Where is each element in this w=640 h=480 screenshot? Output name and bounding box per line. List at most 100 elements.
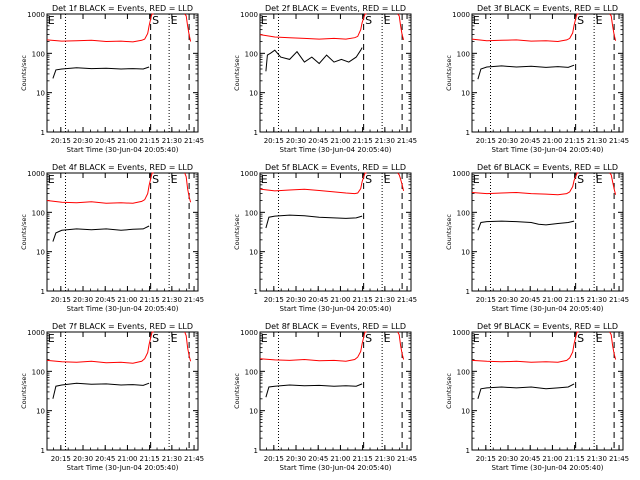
plot-frame xyxy=(471,172,624,292)
panel-title: Det 6f BLACK = Events, RED = LLD xyxy=(477,163,618,172)
end-marker-label: E xyxy=(473,14,480,27)
x-tick-label: 20:15 xyxy=(51,296,71,304)
x-tick-label: 21:30 xyxy=(162,296,182,304)
x-tick-label: 21:15 xyxy=(140,137,160,145)
x-tick-label: 20:15 xyxy=(264,296,284,304)
x-tick-label: 20:15 xyxy=(264,137,284,145)
x-tick-label: 21:00 xyxy=(330,455,350,463)
x-axis-label: Start Time (30-Jun-04 20:05:40) xyxy=(280,464,392,472)
lld-series-line xyxy=(471,331,579,363)
end-marker-label: E xyxy=(171,173,178,186)
x-tick-label: 21:00 xyxy=(542,296,562,304)
x-tick-label: 21:30 xyxy=(375,455,395,463)
y-axis-label: Counts/sec xyxy=(20,55,28,91)
y-axis-label: Counts/sec xyxy=(233,373,241,409)
y-axis-label: Counts/sec xyxy=(233,214,241,250)
plot-frame xyxy=(46,172,199,292)
y-tick-label: 100 xyxy=(457,50,470,58)
lld-series-line xyxy=(46,172,154,204)
x-tick-label: 20:45 xyxy=(95,296,115,304)
x-tick-label: 20:45 xyxy=(95,137,115,145)
lld-series-line xyxy=(609,13,617,41)
x-tick-label: 21:15 xyxy=(140,455,160,463)
lld-series-line xyxy=(397,172,405,192)
x-tick-label: 20:45 xyxy=(520,455,540,463)
x-tick-label: 21:00 xyxy=(117,137,137,145)
lld-series-line xyxy=(397,13,405,41)
x-tick-label: 21:45 xyxy=(184,455,204,463)
y-tick-label: 100 xyxy=(457,209,470,217)
y-tick-label: 1 xyxy=(41,129,45,137)
start-marker-label: S xyxy=(365,173,372,186)
y-tick-label: 100 xyxy=(32,209,45,217)
y-tick-label: 1 xyxy=(254,288,258,296)
end-marker-label: E xyxy=(261,332,268,345)
x-tick-label: 21:45 xyxy=(609,137,629,145)
x-tick-label: 20:45 xyxy=(520,137,540,145)
lld-series-line xyxy=(471,13,579,43)
x-tick-label: 20:30 xyxy=(73,455,93,463)
y-tick-label: 1000 xyxy=(452,329,470,337)
plot-frame xyxy=(471,331,624,451)
end-marker-label: E xyxy=(596,14,603,27)
y-tick-label: 1 xyxy=(254,129,258,137)
x-axis-label: Start Time (30-Jun-04 20:05:40) xyxy=(492,305,604,313)
end-marker-label: E xyxy=(261,173,268,186)
plot-frame xyxy=(471,13,624,133)
x-tick-label: 21:45 xyxy=(609,455,629,463)
events-series-line xyxy=(265,383,363,398)
x-tick-label: 20:15 xyxy=(476,137,496,145)
y-tick-label: 1 xyxy=(41,447,45,455)
y-axis-label: Counts/sec xyxy=(20,214,28,250)
end-marker-label: E xyxy=(384,14,391,27)
lld-series-line xyxy=(609,172,617,195)
x-axis-label: Start Time (30-Jun-04 20:05:40) xyxy=(67,305,179,313)
x-tick-label: 20:30 xyxy=(498,296,518,304)
x-tick-label: 20:30 xyxy=(73,137,93,145)
events-series-line xyxy=(265,47,363,72)
detector-panel-1: Det 1f BLACK = Events, RED = LLD 1 10 100 10… xyxy=(20,4,204,154)
x-tick-label: 21:45 xyxy=(397,455,417,463)
end-marker-label: E xyxy=(48,332,55,345)
y-axis-label: Counts/sec xyxy=(445,214,453,250)
y-tick-label: 10 xyxy=(249,249,258,257)
x-axis-label: Start Time (30-Jun-04 20:05:40) xyxy=(492,146,604,154)
x-tick-label: 21:45 xyxy=(397,296,417,304)
x-tick-label: 21:00 xyxy=(117,296,137,304)
lld-series-line xyxy=(471,172,579,196)
plot-frame xyxy=(259,172,412,292)
panel-title: Det 1f BLACK = Events, RED = LLD xyxy=(52,4,193,13)
start-marker-label: S xyxy=(152,173,159,186)
x-tick-label: 20:45 xyxy=(308,296,328,304)
x-tick-label: 20:45 xyxy=(308,455,328,463)
y-tick-label: 100 xyxy=(457,368,470,376)
y-tick-label: 10 xyxy=(461,408,470,416)
end-marker-label: E xyxy=(171,332,178,345)
x-tick-label: 20:15 xyxy=(476,296,496,304)
y-tick-label: 100 xyxy=(245,209,258,217)
events-series-line xyxy=(477,220,575,231)
y-tick-label: 1000 xyxy=(27,170,45,178)
plot-frame xyxy=(46,331,199,451)
y-tick-label: 1000 xyxy=(27,329,45,337)
end-marker-label: E xyxy=(48,173,55,186)
x-tick-label: 21:30 xyxy=(162,455,182,463)
x-tick-label: 21:45 xyxy=(397,137,417,145)
x-axis-label: Start Time (30-Jun-04 20:05:40) xyxy=(67,464,179,472)
y-tick-label: 10 xyxy=(36,249,45,257)
y-tick-label: 100 xyxy=(245,50,258,58)
x-tick-label: 21:30 xyxy=(587,296,607,304)
x-tick-label: 21:30 xyxy=(587,455,607,463)
x-tick-label: 21:15 xyxy=(353,296,373,304)
start-marker-label: S xyxy=(577,332,584,345)
detector-panel-3: Det 3f BLACK = Events, RED = LLD 1 10 100 10… xyxy=(445,4,629,154)
panel-title: Det 7f BLACK = Events, RED = LLD xyxy=(52,322,193,331)
y-tick-label: 1 xyxy=(254,447,258,455)
x-tick-label: 20:15 xyxy=(51,455,71,463)
x-tick-label: 21:15 xyxy=(565,455,585,463)
y-tick-label: 1000 xyxy=(240,329,258,337)
start-marker-label: S xyxy=(577,173,584,186)
x-tick-label: 21:30 xyxy=(375,296,395,304)
detector-panel-9: Det 9f BLACK = Events, RED = LLD 1 10 100 10… xyxy=(445,322,629,472)
start-marker-label: S xyxy=(365,14,372,27)
